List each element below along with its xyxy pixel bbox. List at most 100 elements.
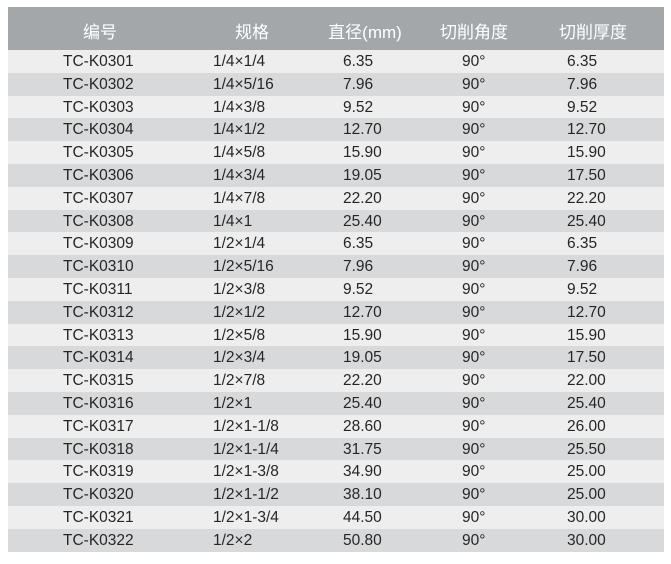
cell-code: TC-K0322 [63,531,134,549]
cell-cut-angle: 90° [462,531,486,549]
cell-code: TC-K0317 [63,417,134,435]
table-row: TC-K0315 1/2×7/8 22.20 90° 22.00 [8,369,664,392]
cell-cut-angle: 90° [462,417,486,435]
cell-cut-angle: 90° [462,463,486,481]
table-row: TC-K0318 1/2×1-1/4 31.75 90° 25.50 [8,437,664,461]
cell-spec: 1/2×1/2 [213,303,266,321]
cell-cut-angle: 90° [462,349,486,367]
cell-code: TC-K0321 [63,508,134,526]
cell-code: TC-K0316 [63,394,134,412]
cell-spec: 1/2×5/16 [213,258,274,276]
table-row: TC-K0304 1/4×1/2 12.70 90° 12.70 [8,118,664,142]
table-row: TC-K0310 1/2×5/16 7.96 90° 7.96 [8,255,664,278]
cell-cut-thickness: 12.70 [567,303,606,321]
cell-spec: 1/2×3/8 [213,280,266,298]
cell-diameter: 25.40 [343,394,382,412]
table-row: TC-K0314 1/2×3/4 19.05 90° 17.50 [8,346,664,370]
cell-cut-thickness: 6.35 [567,235,598,253]
cell-cut-angle: 90° [462,189,486,207]
cell-spec: 1/2×5/8 [213,326,266,344]
cell-cut-angle: 90° [462,53,486,70]
cell-cut-thickness: 9.52 [567,98,598,116]
cell-cut-angle: 90° [462,235,486,253]
cell-cut-angle: 90° [462,440,486,458]
table-row: TC-K0307 1/4×7/8 22.20 90° 22.20 [8,186,664,210]
cell-diameter: 34.90 [343,463,382,481]
cell-code: TC-K0304 [63,121,134,139]
cell-code: TC-K0301 [63,53,134,70]
cell-diameter: 15.90 [343,326,382,344]
cell-cut-thickness: 22.20 [567,189,606,207]
cell-code: TC-K0310 [63,258,134,276]
cell-cut-thickness: 25.00 [567,486,606,504]
cell-spec: 1/4×5/16 [213,75,274,93]
cell-spec: 1/2×1-1/8 [213,417,279,435]
cell-code: TC-K0318 [63,440,134,458]
cell-code: TC-K0305 [63,144,134,162]
cell-code: TC-K0302 [63,75,134,93]
cell-cut-thickness: 30.00 [567,508,606,526]
cell-cut-angle: 90° [462,486,486,504]
cell-cut-angle: 90° [462,144,486,162]
cell-code: TC-K0311 [63,280,133,298]
table-row: TC-K0313 1/2×5/8 15.90 90° 15.90 [8,323,664,347]
cell-spec: 1/2×1 [213,394,253,412]
cell-code: TC-K0314 [63,349,134,367]
cell-diameter: 50.80 [343,531,382,549]
table-row: TC-K0322 1/2×2 50.80 90° 30.00 [8,528,664,552]
cell-diameter: 12.70 [343,121,382,139]
cell-spec: 1/2×2 [213,531,253,549]
table-row: TC-K0316 1/2×1 25.40 90° 25.40 [8,391,664,415]
cell-spec: 1/4×1 [213,212,253,230]
cell-spec: 1/4×7/8 [213,189,266,207]
cell-cut-thickness: 6.35 [567,53,598,70]
cell-cut-thickness: 17.50 [567,349,606,367]
table-row: TC-K0306 1/4×3/4 19.05 90° 17.50 [8,163,664,187]
cell-diameter: 12.70 [343,303,382,321]
cell-spec: 1/2×7/8 [213,372,266,390]
cell-diameter: 7.96 [343,258,374,276]
cell-cut-thickness: 25.40 [567,212,606,230]
cell-cut-thickness: 12.70 [567,121,606,139]
cell-code: TC-K0319 [63,463,134,481]
cell-code: TC-K0308 [63,212,134,230]
cell-spec: 1/2×1-3/4 [213,508,279,526]
table-row: TC-K0305 1/4×5/8 15.90 90° 15.90 [8,141,664,164]
cell-spec: 1/2×1/4 [213,235,266,253]
cell-diameter: 22.20 [343,189,382,207]
cell-cut-thickness: 25.00 [567,463,606,481]
cell-cut-angle: 90° [462,372,486,390]
cell-cut-angle: 90° [462,326,486,344]
cell-cut-thickness: 22.00 [567,372,606,390]
header-spec: 规格 [235,23,269,42]
table-row: TC-K0309 1/2×1/4 6.35 90° 6.35 [8,232,664,256]
cell-spec: 1/4×3/4 [213,166,266,184]
table-row: TC-K0302 1/4×5/16 7.96 90° 7.96 [8,72,664,96]
cell-diameter: 6.35 [343,235,374,253]
table-row: TC-K0321 1/2×1-3/4 44.50 90° 30.00 [8,505,664,529]
table-row: TC-K0317 1/2×1-1/8 28.60 90° 26.00 [8,414,664,438]
cell-code: TC-K0315 [63,372,134,390]
table-row: TC-K0312 1/2×1/2 12.70 90° 12.70 [8,300,664,324]
cell-spec: 1/2×1-1/4 [213,440,279,458]
cell-code: TC-K0320 [63,486,134,504]
cell-diameter: 9.52 [343,280,374,298]
table-row: TC-K0311 1/2×3/8 9.52 90° 9.52 [8,277,664,301]
cell-diameter: 15.90 [343,144,382,162]
table-body: TC-K0301 1/4×1/4 6.35 90° 6.35 TC-K0302 1/4×5/… [8,50,664,552]
cell-cut-thickness: 15.90 [567,144,606,162]
table-row: TC-K0320 1/2×1-1/2 38.10 90° 25.00 [8,483,664,506]
cell-spec: 1/4×5/8 [213,144,266,162]
table-row: TC-K0301 1/4×1/4 6.35 90° 6.35 [8,50,664,73]
cell-cut-thickness: 17.50 [567,166,606,184]
cell-cut-angle: 90° [462,212,486,230]
cell-cut-angle: 90° [462,98,486,116]
cell-cut-thickness: 25.40 [567,394,606,412]
header-cut-thickness: 切削厚度 [559,23,627,42]
header-code: 编号 [83,23,117,42]
cell-spec: 1/2×1-1/2 [213,486,279,504]
cell-cut-thickness: 15.90 [567,326,606,344]
cell-diameter: 44.50 [343,508,382,526]
cell-diameter: 38.10 [343,486,382,504]
cell-cut-angle: 90° [462,280,486,298]
